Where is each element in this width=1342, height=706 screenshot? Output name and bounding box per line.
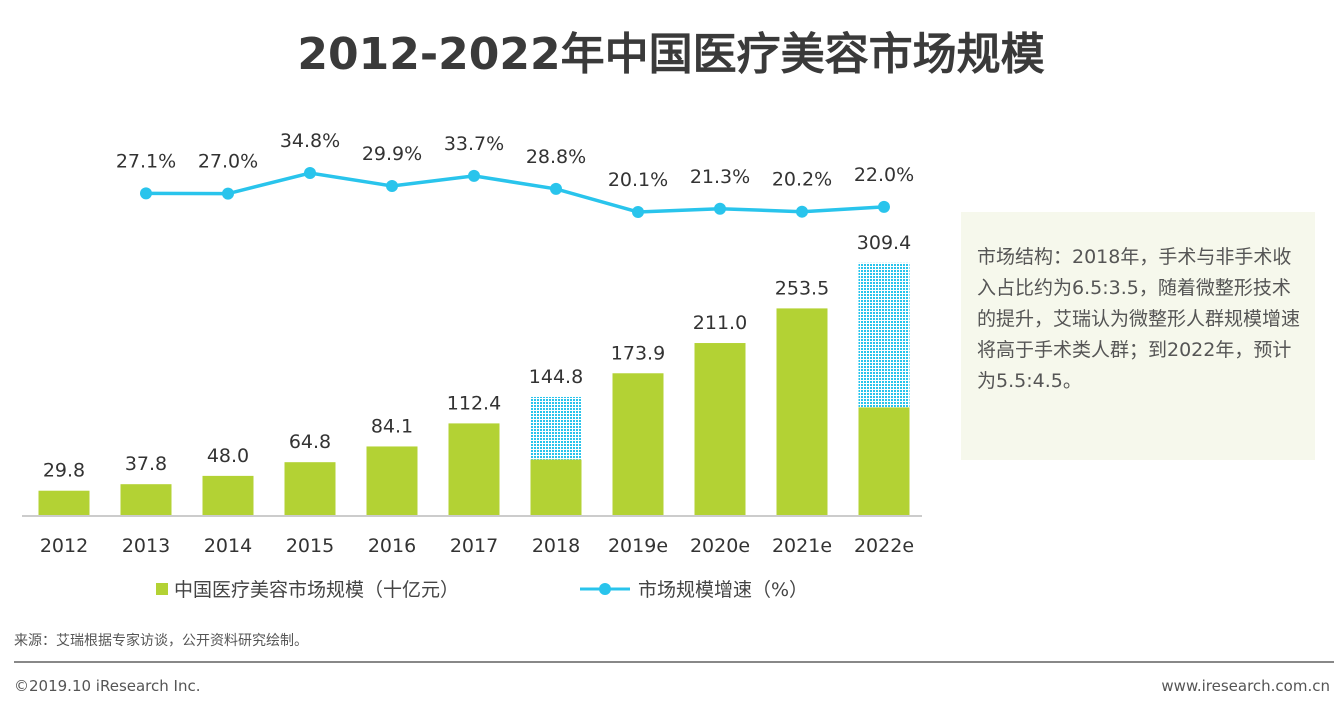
source-note: 来源：艾瑞根据专家访谈，公开资料研究绘制。 xyxy=(14,633,308,649)
copyright: ©2019.10 iResearch Inc. xyxy=(14,677,201,695)
growth-value-label: 29.9% xyxy=(362,143,422,165)
legend-bar: 中国医疗美容市场规模（十亿元） xyxy=(156,575,459,602)
growth-point xyxy=(386,179,398,192)
divider xyxy=(14,661,1334,663)
x-tick-label: 2018 xyxy=(532,535,580,557)
website-url: www.iresearch.com.cn xyxy=(1161,677,1330,695)
legend-line: 市场规模增速（%） xyxy=(580,575,808,602)
growth-value-label: 22.0% xyxy=(854,164,914,186)
x-tick-label: 2012 xyxy=(40,535,88,557)
bar xyxy=(120,484,172,515)
growth-point xyxy=(714,202,726,215)
bar xyxy=(38,490,90,515)
growth-point xyxy=(878,200,890,213)
bar-value-label: 211.0 xyxy=(693,312,747,334)
growth-point xyxy=(796,205,808,218)
growth-line xyxy=(145,171,885,214)
growth-point xyxy=(304,167,316,179)
bar-value-label: 48.0 xyxy=(207,445,249,467)
x-tick-label: 2015 xyxy=(286,535,334,557)
market-structure-note: 市场结构：2018年，手术与非手术收入占比约为6.5:3.5，随着微整形技术的提… xyxy=(961,212,1315,460)
growth-point xyxy=(550,182,562,195)
bar-value-label: 29.8 xyxy=(43,460,85,482)
legend-line-label: 市场规模增速（%） xyxy=(638,579,809,601)
bar xyxy=(448,423,500,515)
bar xyxy=(366,446,418,515)
growth-value-label: 20.1% xyxy=(608,169,668,191)
legend-line-swatch xyxy=(580,582,630,595)
growth-point xyxy=(140,187,152,200)
bar-upper-segment xyxy=(530,396,582,460)
x-tick-label: 2020e xyxy=(690,535,750,557)
growth-point xyxy=(468,169,480,182)
growth-value-label: 33.7% xyxy=(444,133,504,155)
bar-value-label: 84.1 xyxy=(371,415,413,437)
bar-value-label: 37.8 xyxy=(125,453,167,475)
growth-value-label: 21.3% xyxy=(690,166,750,188)
chart-title: 2012-2022年中国医疗美容市场规模 xyxy=(297,29,1045,80)
legend-bar-swatch xyxy=(156,582,168,595)
x-tick-label: 2013 xyxy=(122,535,170,557)
bar xyxy=(530,459,582,515)
x-tick-label: 2021e xyxy=(772,535,832,557)
bar xyxy=(694,343,746,515)
growth-value-label: 34.8% xyxy=(280,130,340,152)
bar-value-label: 173.9 xyxy=(611,342,665,364)
growth-point xyxy=(632,205,644,218)
bar-value-label: 253.5 xyxy=(775,277,829,299)
x-tick-label: 2017 xyxy=(450,535,498,557)
bar-value-label: 144.8 xyxy=(529,366,583,388)
bar-value-label: 309.4 xyxy=(857,232,911,254)
bar xyxy=(858,407,910,515)
bar xyxy=(284,462,336,515)
x-tick-label: 2014 xyxy=(204,535,252,557)
legend-bar-label: 中国医疗美容市场规模（十亿元） xyxy=(174,579,460,601)
growth-value-label: 27.1% xyxy=(116,150,176,172)
bar xyxy=(202,475,254,515)
bar xyxy=(612,373,664,515)
bar xyxy=(776,308,828,515)
growth-point xyxy=(222,187,234,200)
growth-value-label: 20.2% xyxy=(772,169,832,191)
bar-value-label: 112.4 xyxy=(447,392,501,414)
growth-value-label: 28.8% xyxy=(526,146,586,168)
bar-upper-segment xyxy=(858,262,910,408)
growth-value-label: 27.0% xyxy=(198,151,258,173)
x-tick-label: 2022e xyxy=(854,535,914,557)
x-tick-label: 2019e xyxy=(608,535,668,557)
x-tick-label: 2016 xyxy=(368,535,416,557)
bar-value-label: 64.8 xyxy=(289,431,331,453)
